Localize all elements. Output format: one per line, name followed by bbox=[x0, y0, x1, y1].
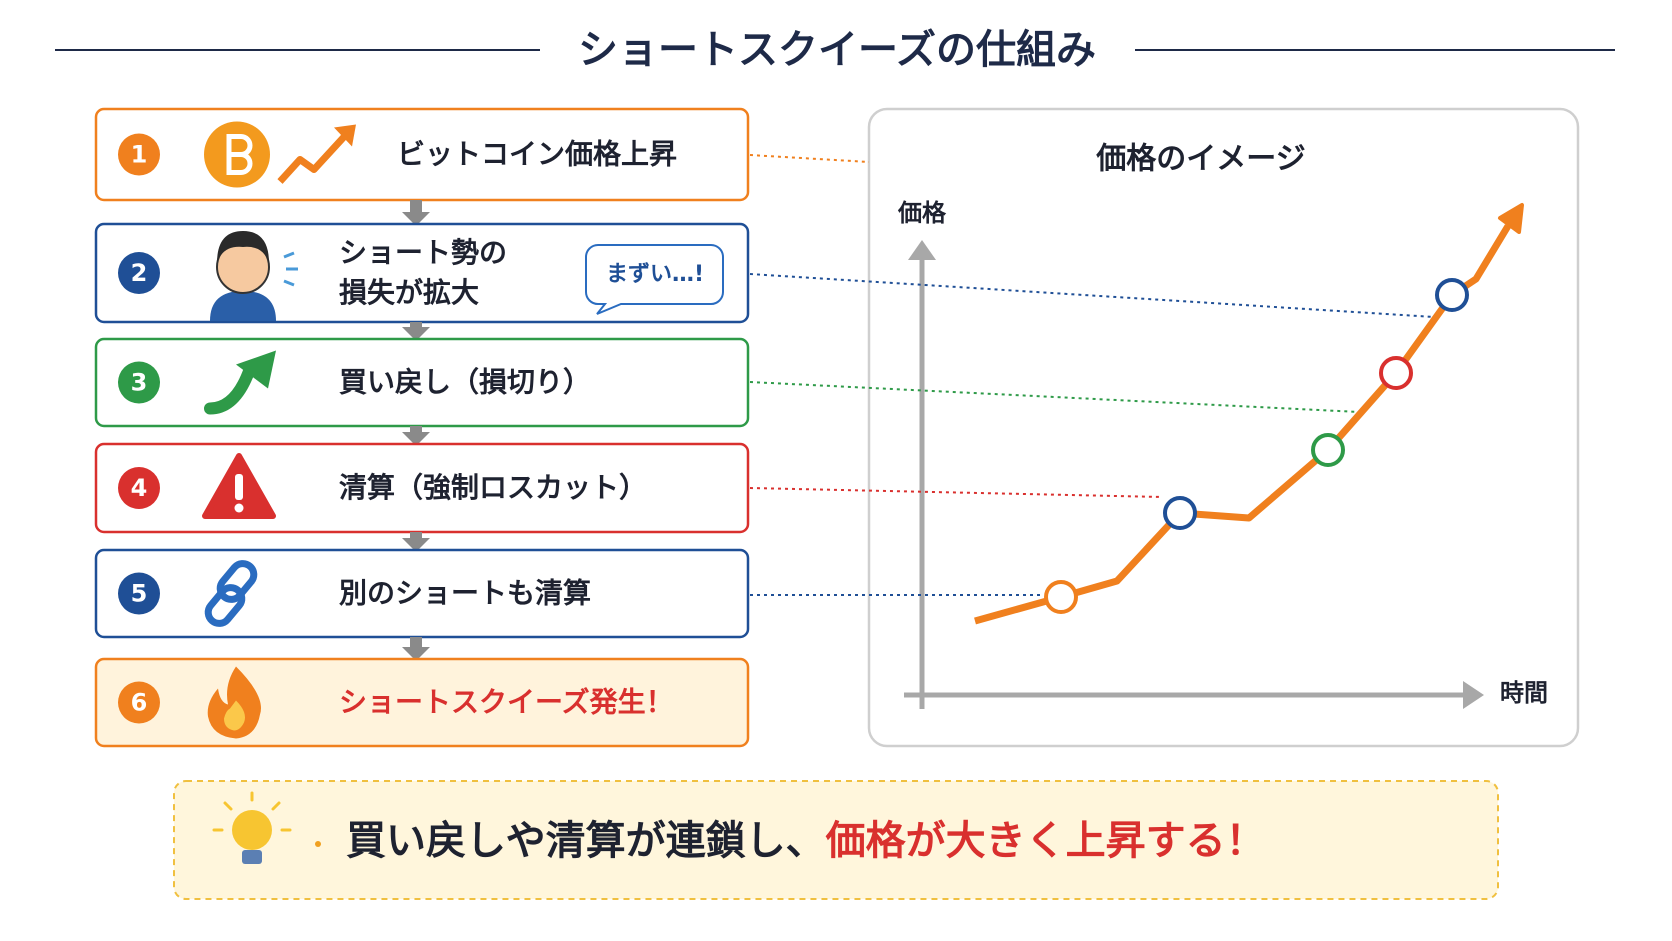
x-axis-arrow bbox=[1463, 681, 1484, 709]
flow-arrow-head bbox=[402, 432, 430, 446]
warning-bar bbox=[235, 474, 243, 500]
flow-arrow-stem bbox=[410, 200, 422, 214]
bulb-icon bbox=[212, 791, 321, 864]
step-label: ショート勢の bbox=[339, 236, 507, 269]
step-number-badge bbox=[118, 252, 160, 294]
step-number: 2 bbox=[131, 259, 148, 287]
step-number: 3 bbox=[131, 369, 148, 397]
footer-text: 買い戻しや清算が連鎖し、価格が大きく上昇する！ bbox=[346, 818, 1266, 864]
sweat-lines bbox=[283, 251, 298, 287]
connectors bbox=[749, 154, 1435, 596]
point-marker bbox=[1435, 278, 1469, 312]
flow-arrow-head bbox=[402, 647, 430, 661]
point-marker bbox=[1044, 580, 1078, 614]
flow-arrow-stem bbox=[410, 637, 422, 649]
fire-icon bbox=[207, 666, 261, 739]
step-number: 4 bbox=[131, 474, 148, 502]
step-box bbox=[94, 657, 750, 748]
connector bbox=[749, 487, 1163, 498]
flow-arrow-head bbox=[402, 538, 430, 552]
bitcoin-glyph bbox=[226, 134, 253, 175]
up-trend-icon bbox=[277, 130, 351, 184]
point-marker bbox=[1379, 356, 1413, 390]
fire-core bbox=[224, 700, 245, 731]
step-label: 別のショートも清算 bbox=[339, 577, 591, 610]
up-arrow-icon bbox=[204, 362, 256, 415]
y-axis-label: 価格 bbox=[897, 199, 947, 227]
point-marker bbox=[1311, 433, 1345, 467]
footer-box bbox=[173, 780, 1499, 900]
footer-highlight: 価格が大きく上昇する！ bbox=[825, 818, 1266, 864]
warning-dot bbox=[234, 503, 244, 513]
connector bbox=[749, 273, 1435, 318]
chart-title: 価格のイメージ bbox=[1095, 142, 1305, 177]
person-body bbox=[210, 291, 276, 321]
flow-arrow-stem bbox=[410, 532, 422, 540]
speech-bubble-text: まずい…! bbox=[606, 262, 704, 287]
step-number-badge bbox=[118, 572, 160, 615]
up-arrow-head bbox=[236, 350, 276, 389]
chain-link bbox=[216, 560, 258, 603]
step-number-badge bbox=[118, 467, 160, 509]
step-number-badge bbox=[118, 361, 160, 404]
speech-bubble bbox=[585, 244, 724, 315]
step-label: 損失が拡大 bbox=[339, 276, 479, 309]
up-trend-arrow bbox=[334, 124, 356, 147]
step-number: 1 bbox=[131, 141, 148, 169]
person-hair bbox=[217, 231, 269, 263]
price-arrow bbox=[1498, 203, 1524, 234]
chart-panel bbox=[867, 107, 1580, 748]
step-number: 6 bbox=[131, 689, 148, 717]
flow-arrow-head bbox=[402, 212, 430, 226]
footer-text-main: 買い戻しや清算が連鎖し、 bbox=[346, 818, 826, 864]
flow-arrow-head bbox=[402, 327, 430, 341]
flow-arrow-stem bbox=[410, 322, 422, 329]
y-axis-arrow bbox=[908, 240, 936, 260]
x-axis-label: 時間 bbox=[1500, 679, 1548, 707]
point-marker bbox=[1163, 496, 1197, 530]
step-label: 買い戻し（損切り） bbox=[339, 366, 591, 399]
step-number: 5 bbox=[131, 580, 148, 608]
title: ショートスクイーズの仕組み bbox=[578, 27, 1096, 73]
step-number-badge bbox=[118, 133, 160, 176]
step-label: ショートスクイーズ発生！ bbox=[339, 686, 674, 719]
connector bbox=[749, 154, 870, 163]
chain-link bbox=[204, 584, 246, 627]
step-label: 清算（強制ロスカット） bbox=[339, 471, 647, 504]
step-number-badge bbox=[118, 681, 160, 724]
flow-arrow-stem bbox=[410, 426, 422, 434]
step-label: ビットコイン価格上昇 bbox=[397, 138, 677, 171]
